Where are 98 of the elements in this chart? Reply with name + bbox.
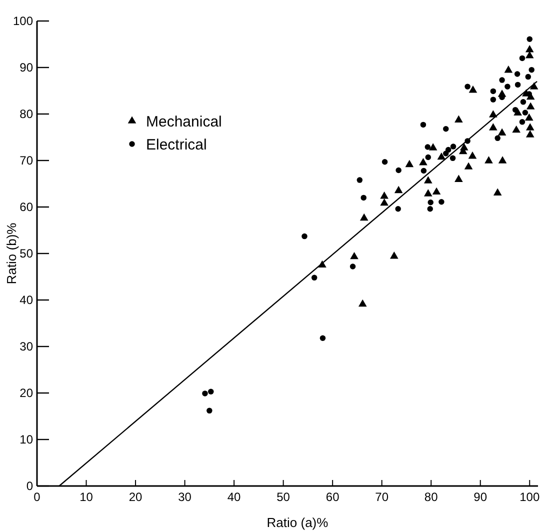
point <box>468 152 477 159</box>
point <box>514 71 520 77</box>
point <box>525 45 534 52</box>
x-tick-label: 60 <box>326 490 340 504</box>
point <box>438 199 444 205</box>
point <box>425 154 432 160</box>
y-tick-label: 10 <box>20 432 34 447</box>
y-tick-label: 50 <box>20 246 34 261</box>
y-tick-label: 0 <box>26 479 34 494</box>
point <box>489 110 498 118</box>
point <box>419 158 428 166</box>
point <box>437 152 446 160</box>
point <box>420 168 427 174</box>
point <box>526 36 532 42</box>
point <box>420 122 426 128</box>
x-tick-label: 70 <box>375 490 389 504</box>
point <box>498 128 506 136</box>
point <box>358 299 367 307</box>
y-axis-title: Ratio (b)% <box>4 222 19 284</box>
point <box>526 130 534 138</box>
point <box>320 335 326 341</box>
x-tick-label: 80 <box>424 490 438 504</box>
x-tick-label: 10 <box>80 490 94 504</box>
y-tick-label: 70 <box>20 154 34 168</box>
point <box>484 156 493 164</box>
point <box>504 84 510 90</box>
point <box>443 126 449 132</box>
point <box>356 177 363 183</box>
x-tick-label: 90 <box>474 490 488 504</box>
point <box>360 213 368 221</box>
point <box>512 106 518 113</box>
point <box>525 51 534 58</box>
x-tick-label: 50 <box>276 490 290 504</box>
point <box>525 74 532 80</box>
point <box>428 143 438 150</box>
point <box>526 123 534 130</box>
point <box>519 119 526 125</box>
point <box>311 274 318 281</box>
legend-label: Electrical <box>146 136 207 154</box>
point <box>499 77 505 83</box>
point <box>428 199 434 206</box>
x-tick-label: 40 <box>227 490 242 504</box>
point <box>432 187 441 195</box>
y-tick-label: 60 <box>20 200 34 214</box>
y-tick-label: 80 <box>20 107 34 122</box>
point <box>380 198 388 206</box>
point <box>302 233 308 240</box>
x-axis-title: Ratio (a)% <box>266 515 329 530</box>
point <box>443 150 449 156</box>
y-tick-label: 90 <box>20 60 34 75</box>
point <box>202 390 208 396</box>
point <box>380 192 388 199</box>
point <box>450 144 456 150</box>
x-tick-label: 100 <box>520 490 540 504</box>
y-tick-label: 40 <box>20 293 34 308</box>
point <box>526 102 535 110</box>
point <box>498 156 507 164</box>
point <box>382 159 388 165</box>
point <box>504 65 513 73</box>
point <box>494 135 500 142</box>
point <box>493 188 502 196</box>
point <box>394 186 403 194</box>
point <box>390 251 398 259</box>
point <box>350 252 358 260</box>
point <box>520 99 526 105</box>
point <box>450 155 456 162</box>
point <box>424 144 431 150</box>
y-tick-label: 100 <box>12 14 34 28</box>
point <box>514 82 521 88</box>
point <box>424 176 432 184</box>
y-tick-label: 20 <box>20 386 34 400</box>
point <box>464 162 473 170</box>
x-tick-label: 20 <box>128 490 143 504</box>
point <box>522 110 528 116</box>
point <box>424 189 432 196</box>
point <box>512 125 520 133</box>
point <box>206 408 212 414</box>
point <box>395 206 401 212</box>
point <box>490 96 496 102</box>
point <box>427 206 433 212</box>
point <box>490 88 496 94</box>
point <box>454 174 463 182</box>
point <box>405 160 414 168</box>
point <box>464 84 470 90</box>
point <box>208 388 214 394</box>
point <box>519 55 526 62</box>
point <box>524 113 534 121</box>
y-tick-label: 30 <box>20 340 34 354</box>
point <box>454 115 463 122</box>
point <box>396 167 402 174</box>
legend-label: Mechanical <box>146 113 222 130</box>
point <box>528 66 534 73</box>
point <box>350 264 356 270</box>
point <box>489 123 498 130</box>
point <box>468 85 478 93</box>
x-tick-label: 30 <box>178 490 192 504</box>
point <box>460 143 468 150</box>
point <box>360 194 366 201</box>
